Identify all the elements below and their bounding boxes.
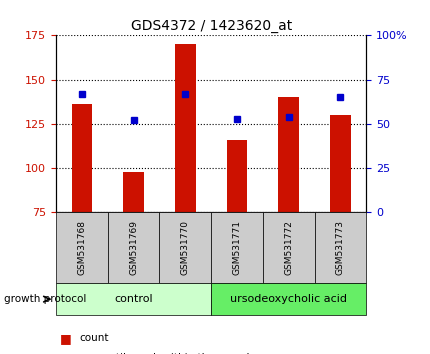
- Bar: [175, 44, 195, 212]
- Text: ■: ■: [60, 332, 72, 344]
- Text: GSM531773: GSM531773: [335, 220, 344, 275]
- Text: GSM531770: GSM531770: [181, 220, 189, 275]
- Text: GSM531771: GSM531771: [232, 220, 241, 275]
- Text: GSM531769: GSM531769: [129, 220, 138, 275]
- Text: growth protocol: growth protocol: [4, 294, 86, 304]
- Text: GSM531772: GSM531772: [284, 220, 292, 275]
- Bar: [226, 140, 247, 212]
- Text: ■: ■: [60, 351, 72, 354]
- Bar: [278, 97, 298, 212]
- Text: percentile rank within the sample: percentile rank within the sample: [80, 353, 255, 354]
- Text: ursodeoxycholic acid: ursodeoxycholic acid: [230, 294, 347, 304]
- Text: GSM531768: GSM531768: [77, 220, 86, 275]
- Title: GDS4372 / 1423620_at: GDS4372 / 1423620_at: [130, 19, 291, 33]
- Text: control: control: [114, 294, 153, 304]
- Bar: [329, 115, 350, 212]
- Text: count: count: [80, 333, 109, 343]
- Bar: [71, 104, 92, 212]
- Bar: [123, 172, 144, 212]
